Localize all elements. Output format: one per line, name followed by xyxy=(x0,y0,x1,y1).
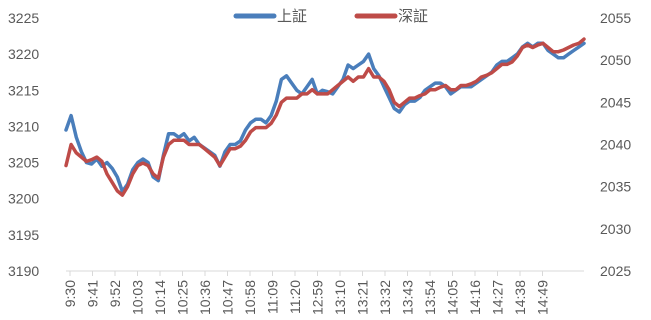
x-tick-label: 11:20 xyxy=(287,280,303,314)
left-tick-label: 3200 xyxy=(8,191,39,207)
left-tick-label: 3210 xyxy=(8,118,39,134)
right-tick-label: 2025 xyxy=(600,263,631,279)
left-tick-label: 3190 xyxy=(8,263,39,279)
x-tick-label: 14:38 xyxy=(512,280,528,315)
legend-label-szse: 深証 xyxy=(398,7,428,25)
x-tick-label: 14:27 xyxy=(490,280,506,315)
right-tick-label: 2040 xyxy=(600,137,631,153)
x-tick-label: 10:58 xyxy=(242,280,258,315)
x-tick-label: 10:36 xyxy=(197,280,213,315)
x-tick-label: 9:41 xyxy=(85,280,101,307)
x-tick-label: 9:30 xyxy=(62,280,78,307)
left-axis: 3190 3195 3200 3205 3210 3215 3220 3225 xyxy=(8,10,39,279)
x-tick-label: 12:59 xyxy=(310,280,326,315)
x-tick-label: 13:32 xyxy=(377,280,393,315)
x-tick-label: 13:54 xyxy=(422,280,438,315)
x-tick-label: 13:10 xyxy=(332,280,348,315)
right-tick-label: 2055 xyxy=(600,10,631,26)
left-tick-label: 3220 xyxy=(8,46,39,62)
left-tick-label: 3215 xyxy=(8,82,39,98)
left-tick-label: 3225 xyxy=(8,10,39,26)
x-tick-label: 13:43 xyxy=(400,280,416,315)
x-tick-label: 10:14 xyxy=(152,280,168,315)
x-tick-label: 9:52 xyxy=(107,280,123,307)
right-tick-label: 2050 xyxy=(600,52,631,68)
x-tick-label: 10:25 xyxy=(175,280,191,315)
x-tick-label: 14:49 xyxy=(535,280,551,315)
x-tick-label: 10:47 xyxy=(220,280,236,315)
x-tick-label: 10:03 xyxy=(130,280,146,315)
x-tick-label: 14:16 xyxy=(467,280,483,315)
legend-label-sse: 上証 xyxy=(277,7,307,25)
x-tick-label: 14:05 xyxy=(445,280,461,315)
left-tick-label: 3205 xyxy=(8,155,39,171)
right-axis: 2025 2030 2035 2040 2045 2050 2055 xyxy=(600,10,631,279)
x-axis: 9:30 9:41 9:52 10:03 10:14 10:25 10:36 10:47 10:… xyxy=(62,271,551,315)
right-tick-label: 2035 xyxy=(600,179,631,195)
x-tick-label: 11:09 xyxy=(265,280,281,314)
series-layer xyxy=(64,37,586,197)
series-line-szse xyxy=(64,37,586,197)
legend: 上証 深証 xyxy=(233,7,428,25)
right-tick-label: 2045 xyxy=(600,94,631,110)
x-tick-label: 13:21 xyxy=(355,280,371,315)
left-tick-label: 3195 xyxy=(8,227,39,243)
right-tick-label: 2030 xyxy=(600,221,631,237)
